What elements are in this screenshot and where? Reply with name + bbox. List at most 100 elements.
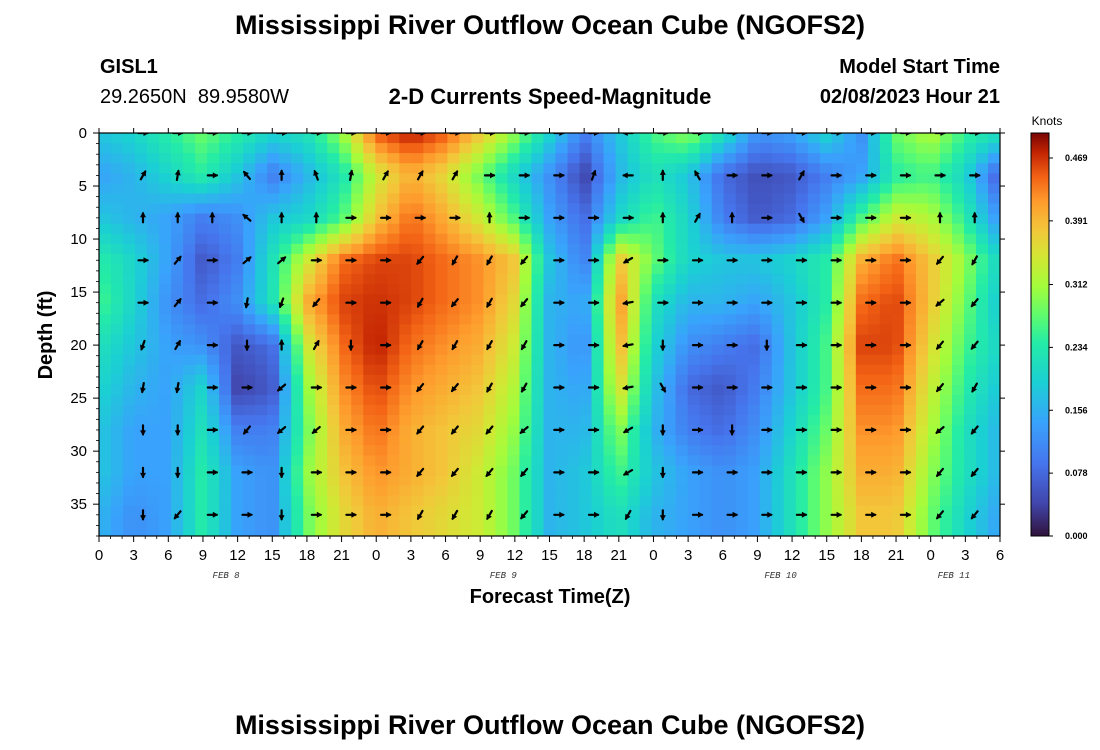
heatmap-cell [615, 163, 629, 174]
heatmap-cell [867, 203, 881, 215]
heatmap-cell [183, 324, 196, 336]
heatmap-cell [411, 203, 424, 215]
heatmap-cell [867, 515, 881, 527]
heatmap-cell [651, 525, 665, 536]
heatmap-cell [195, 485, 208, 497]
heatmap-cell [507, 233, 521, 245]
heatmap-cell [831, 525, 845, 536]
heatmap-cell [507, 465, 521, 477]
heatmap-cell [435, 304, 448, 315]
heatmap-cell [663, 405, 677, 416]
heatmap-cell [291, 344, 304, 356]
heatmap-cell [591, 223, 605, 235]
current-arrow [590, 169, 597, 181]
heatmap-cell [663, 133, 677, 144]
heatmap-cell [339, 394, 352, 406]
heatmap-cell [243, 455, 256, 467]
heatmap-cell [903, 284, 917, 295]
heatmap-cell [327, 253, 340, 265]
heatmap-cell [231, 465, 244, 477]
heatmap-cell [663, 233, 677, 245]
heatmap-cell [987, 425, 1000, 436]
current-arrow [520, 382, 528, 393]
heatmap-cell [267, 475, 280, 487]
heatmap-cell [411, 415, 424, 426]
heatmap-cell [795, 485, 809, 497]
heatmap-cell [759, 495, 773, 507]
heatmap-cell [783, 425, 797, 436]
heatmap-cell [519, 334, 533, 346]
heatmap-cell [351, 203, 364, 215]
heatmap-cell [591, 465, 605, 477]
current-arrow [726, 299, 739, 306]
heatmap-cell [351, 334, 364, 346]
heatmap-cell [771, 284, 785, 295]
heatmap-cell [963, 153, 977, 164]
heatmap-cell [675, 415, 689, 426]
heatmap-cell [735, 505, 749, 517]
heatmap-cell [315, 294, 328, 305]
heatmap-cell [123, 515, 136, 527]
heatmap-cell [159, 274, 172, 285]
heatmap-cell [831, 344, 845, 356]
heatmap-cell [255, 445, 268, 456]
heatmap-cell [447, 314, 460, 326]
heatmap-cell [903, 274, 917, 285]
heatmap-cell [315, 163, 328, 174]
heatmap-cell [339, 153, 352, 164]
heatmap-cell [591, 203, 605, 215]
heatmap-cell [675, 173, 689, 184]
heatmap-cell [471, 475, 485, 487]
heatmap-cell [675, 314, 689, 326]
heatmap-cell [159, 243, 172, 255]
heatmap-cell [771, 213, 785, 225]
heatmap-cell [315, 374, 328, 386]
heatmap-cell [111, 203, 124, 215]
heatmap-cell [867, 304, 881, 315]
heatmap-cell [183, 233, 196, 245]
heatmap-cell [579, 173, 593, 184]
current-arrow [206, 384, 219, 391]
heatmap-cell [843, 515, 857, 527]
heatmap-cell [639, 153, 653, 164]
heatmap-cell [843, 294, 857, 305]
heatmap-cell [615, 394, 629, 406]
heatmap-cell [243, 143, 256, 154]
current-arrow [416, 297, 424, 308]
heatmap-cell [303, 515, 316, 527]
heatmap-cell [771, 324, 785, 336]
heatmap-cell [711, 364, 725, 376]
heatmap-cell [399, 394, 412, 406]
heatmap-cell [99, 153, 112, 164]
heatmap-cell [591, 415, 605, 426]
heatmap-cell [735, 183, 749, 195]
heatmap-cell [939, 153, 953, 164]
heatmap-cell [675, 274, 689, 285]
heatmap-cell [915, 374, 929, 386]
heatmap-cell [147, 223, 160, 235]
heatmap-cell [843, 445, 857, 456]
heatmap-cell [531, 233, 545, 245]
heatmap-cell [231, 515, 244, 527]
heatmap-cell [759, 233, 773, 245]
heatmap-cell [507, 445, 521, 456]
heatmap-cell [483, 274, 497, 285]
heatmap-cell [471, 445, 485, 456]
heatmap-cell [723, 284, 737, 295]
heatmap-cell [759, 435, 773, 446]
heatmap-cell [207, 173, 220, 184]
heatmap-cell [939, 314, 953, 326]
current-arrow [244, 339, 250, 352]
heatmap-cell [699, 435, 713, 446]
heatmap-cell [831, 133, 845, 144]
current-arrow [242, 213, 252, 222]
heatmap-cell [843, 263, 857, 275]
current-arrow [587, 214, 600, 221]
heatmap-cell [807, 284, 821, 295]
heatmap-cell [759, 354, 773, 366]
heatmap-cell [111, 304, 124, 315]
heatmap-cell [615, 193, 629, 205]
heatmap-cell [987, 354, 1000, 366]
heatmap-cell [339, 405, 352, 416]
current-arrow [486, 340, 493, 351]
